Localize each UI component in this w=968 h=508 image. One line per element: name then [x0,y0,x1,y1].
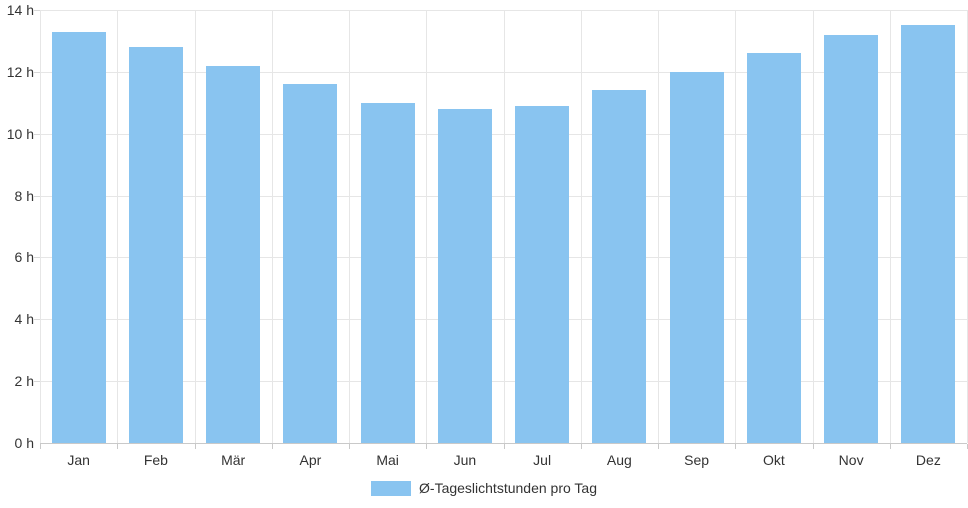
x-axis-label: Mai [376,452,399,468]
x-gridline [658,10,659,443]
bar-feb[interactable] [128,47,183,443]
plot-area [40,10,968,444]
x-axis-label: Apr [299,452,322,468]
x-axis-tick [194,444,196,449]
bar-mär[interactable] [206,65,261,443]
x-gridline [349,10,350,443]
bar-dez[interactable] [901,25,956,443]
legend-label: Ø-Tageslichtstunden pro Tag [419,480,597,496]
x-axis-tick [658,444,659,449]
x-gridline [889,10,891,443]
x-gridline [271,10,273,443]
y-axis-tick [34,10,40,11]
bar-nov[interactable] [824,34,879,443]
y-axis-tick [34,133,40,135]
x-gridline [580,10,582,443]
bar-jul[interactable] [515,105,570,443]
x-axis-label: Jan [67,452,90,468]
x-axis-tick [735,444,737,449]
x-axis-label: Jun [453,452,477,468]
legend[interactable]: Ø-Tageslichtstunden pro Tag [0,480,968,496]
bar-sep[interactable] [669,71,724,443]
x-gridline [40,10,41,443]
y-axis-tick [34,319,40,321]
bar-jan[interactable] [51,31,106,443]
x-gridline [194,10,196,443]
y-axis-label: 14 h [6,2,34,18]
x-axis-label: Mär [221,452,246,468]
x-axis-label: Feb [143,452,168,468]
y-axis-label: 12 h [6,63,34,80]
x-axis-tick [503,444,505,449]
x-axis-tick [580,444,582,449]
y-axis-label: 8 h [14,187,34,204]
x-gridline [503,10,505,443]
y-axis-label: 2 h [14,373,34,390]
x-axis-label: Nov [838,452,864,468]
bar-jun[interactable] [437,108,492,443]
x-axis-tick [40,444,41,449]
y-axis-label: 0 h [14,435,34,451]
x-axis-tick [426,444,428,449]
x-axis-label: Aug [606,452,632,468]
bar-apr[interactable] [283,84,338,443]
y-axis-label: 4 h [14,311,34,328]
bar-aug[interactable] [592,90,647,443]
x-axis-tick [349,444,350,449]
bar-mai[interactable] [360,102,415,443]
x-axis-label: Jul [533,452,552,468]
x-gridline [812,10,814,443]
x-gridline [426,10,428,443]
x-gridline [117,10,119,443]
y-axis-tick [34,71,40,73]
x-gridline [735,10,737,443]
y-axis-label: 10 h [6,125,34,142]
y-axis-label: 6 h [14,249,34,266]
y-axis-tick [34,195,40,197]
x-axis-label: Dez [915,452,941,468]
x-axis-label: Sep [684,452,710,468]
legend-swatch-icon [371,480,412,496]
x-axis-label: Okt [762,452,785,468]
x-axis-tick [117,444,119,449]
x-axis-tick [889,444,891,449]
bar-okt[interactable] [746,53,801,443]
x-axis-tick [271,444,273,449]
y-axis-tick [34,257,40,259]
x-axis-tick [812,444,814,449]
y-axis-tick [34,381,40,383]
